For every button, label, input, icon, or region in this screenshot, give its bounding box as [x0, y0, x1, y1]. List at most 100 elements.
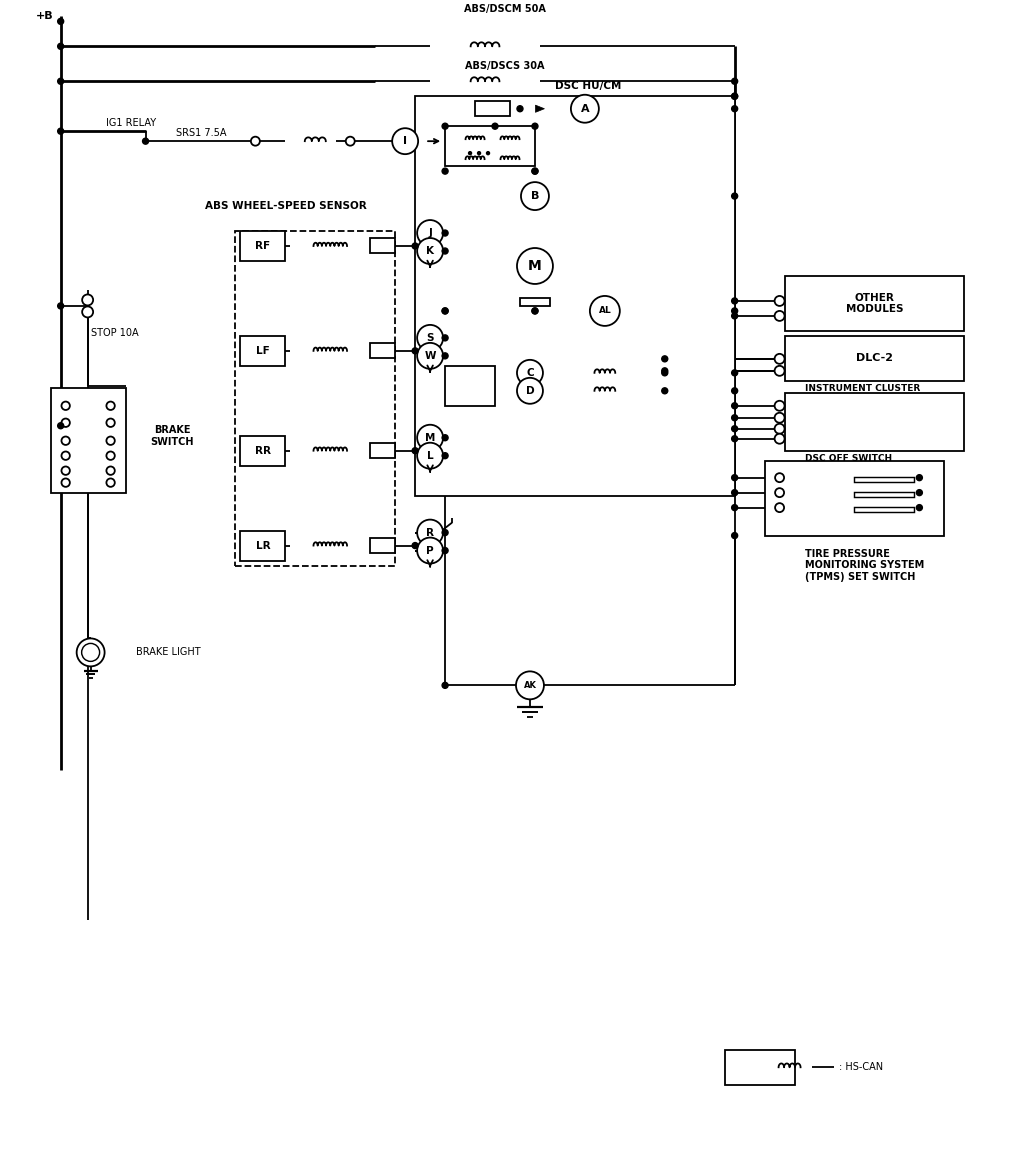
Circle shape: [82, 307, 93, 317]
Circle shape: [442, 453, 448, 459]
Circle shape: [142, 138, 148, 144]
Text: : HS-CAN: : HS-CAN: [839, 1062, 884, 1073]
Text: OTHER
MODULES: OTHER MODULES: [845, 293, 903, 314]
Text: W: W: [424, 351, 436, 361]
Circle shape: [412, 447, 418, 453]
Bar: [445, 126, 535, 166]
Circle shape: [571, 95, 599, 123]
Text: RR: RR: [255, 446, 271, 456]
Text: B: B: [531, 191, 539, 201]
Text: S: S: [426, 333, 434, 343]
Circle shape: [417, 520, 443, 546]
Circle shape: [106, 479, 115, 487]
Circle shape: [916, 489, 922, 495]
Circle shape: [775, 424, 785, 433]
Text: SRS1 7.5A: SRS1 7.5A: [176, 128, 226, 138]
Circle shape: [58, 303, 64, 309]
Circle shape: [62, 466, 70, 475]
Text: ABS/DSCS 30A: ABS/DSCS 30A: [466, 61, 544, 71]
Circle shape: [731, 94, 737, 100]
Circle shape: [442, 548, 448, 554]
Circle shape: [442, 352, 448, 358]
Circle shape: [731, 308, 737, 314]
Bar: [765, 460, 944, 535]
Text: BRAKE LIGHT: BRAKE LIGHT: [135, 648, 200, 657]
Circle shape: [731, 78, 737, 84]
Circle shape: [469, 152, 472, 155]
Circle shape: [58, 78, 64, 84]
Circle shape: [775, 412, 785, 423]
Circle shape: [77, 638, 105, 666]
Circle shape: [106, 466, 115, 475]
Bar: [785, 392, 965, 451]
Circle shape: [731, 474, 737, 480]
Bar: [235, 231, 395, 566]
Circle shape: [106, 418, 115, 427]
Text: DSC HU/CM: DSC HU/CM: [554, 81, 621, 91]
Circle shape: [731, 370, 737, 376]
Circle shape: [442, 230, 448, 237]
Circle shape: [731, 297, 737, 304]
Bar: [371, 238, 395, 253]
Text: BRAKE
SWITCH: BRAKE SWITCH: [150, 425, 194, 446]
Text: C: C: [526, 368, 533, 378]
Text: A: A: [581, 104, 589, 114]
Circle shape: [532, 308, 538, 314]
Text: RF: RF: [256, 241, 271, 251]
Bar: [854, 507, 914, 512]
Text: P: P: [426, 546, 434, 555]
Circle shape: [731, 313, 737, 319]
Circle shape: [106, 402, 115, 410]
Text: D: D: [525, 385, 534, 396]
Text: K: K: [426, 246, 434, 256]
Circle shape: [442, 169, 448, 174]
Circle shape: [662, 388, 668, 393]
Circle shape: [731, 94, 737, 100]
Text: INSTRUMENT CLUSTER: INSTRUMENT CLUSTER: [805, 384, 920, 393]
Circle shape: [442, 308, 448, 314]
Text: TIRE PRESSURE
MONITORING SYSTEM
(TPMS) SET SWITCH: TIRE PRESSURE MONITORING SYSTEM (TPMS) S…: [805, 548, 924, 582]
Bar: [475, 101, 510, 116]
Circle shape: [62, 479, 70, 487]
Circle shape: [417, 537, 443, 563]
Bar: [240, 436, 286, 466]
Circle shape: [775, 365, 785, 376]
Bar: [50, 388, 125, 493]
Circle shape: [58, 43, 64, 49]
Circle shape: [442, 308, 448, 314]
Text: AK: AK: [523, 680, 536, 690]
Circle shape: [662, 370, 668, 376]
Circle shape: [62, 452, 70, 460]
Circle shape: [417, 238, 443, 263]
Circle shape: [345, 137, 355, 145]
Circle shape: [62, 437, 70, 445]
Bar: [371, 537, 395, 553]
Text: LR: LR: [256, 541, 271, 550]
Circle shape: [662, 356, 668, 362]
Circle shape: [62, 402, 70, 410]
Circle shape: [517, 105, 523, 111]
Circle shape: [731, 489, 737, 495]
Circle shape: [775, 433, 785, 444]
Circle shape: [442, 434, 448, 440]
Bar: [520, 297, 549, 306]
Circle shape: [442, 248, 448, 254]
Circle shape: [731, 426, 737, 432]
Circle shape: [487, 152, 490, 155]
Bar: [785, 336, 965, 381]
Bar: [240, 231, 286, 261]
Text: J: J: [428, 228, 432, 238]
Circle shape: [775, 354, 785, 364]
Circle shape: [516, 671, 544, 699]
Circle shape: [417, 343, 443, 369]
Circle shape: [442, 123, 448, 129]
Text: +B: +B: [35, 12, 54, 21]
Circle shape: [478, 152, 481, 155]
Bar: [240, 530, 286, 561]
Circle shape: [492, 123, 498, 129]
Circle shape: [58, 128, 64, 135]
Text: IG1 RELAY: IG1 RELAY: [106, 118, 156, 128]
Circle shape: [532, 169, 538, 174]
Bar: [854, 477, 914, 482]
Bar: [854, 492, 914, 498]
